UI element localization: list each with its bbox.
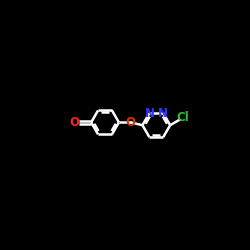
Text: O: O: [126, 116, 136, 129]
Text: Cl: Cl: [176, 111, 189, 124]
Text: N: N: [158, 107, 168, 120]
Text: N: N: [144, 107, 154, 120]
Text: O: O: [70, 116, 80, 129]
